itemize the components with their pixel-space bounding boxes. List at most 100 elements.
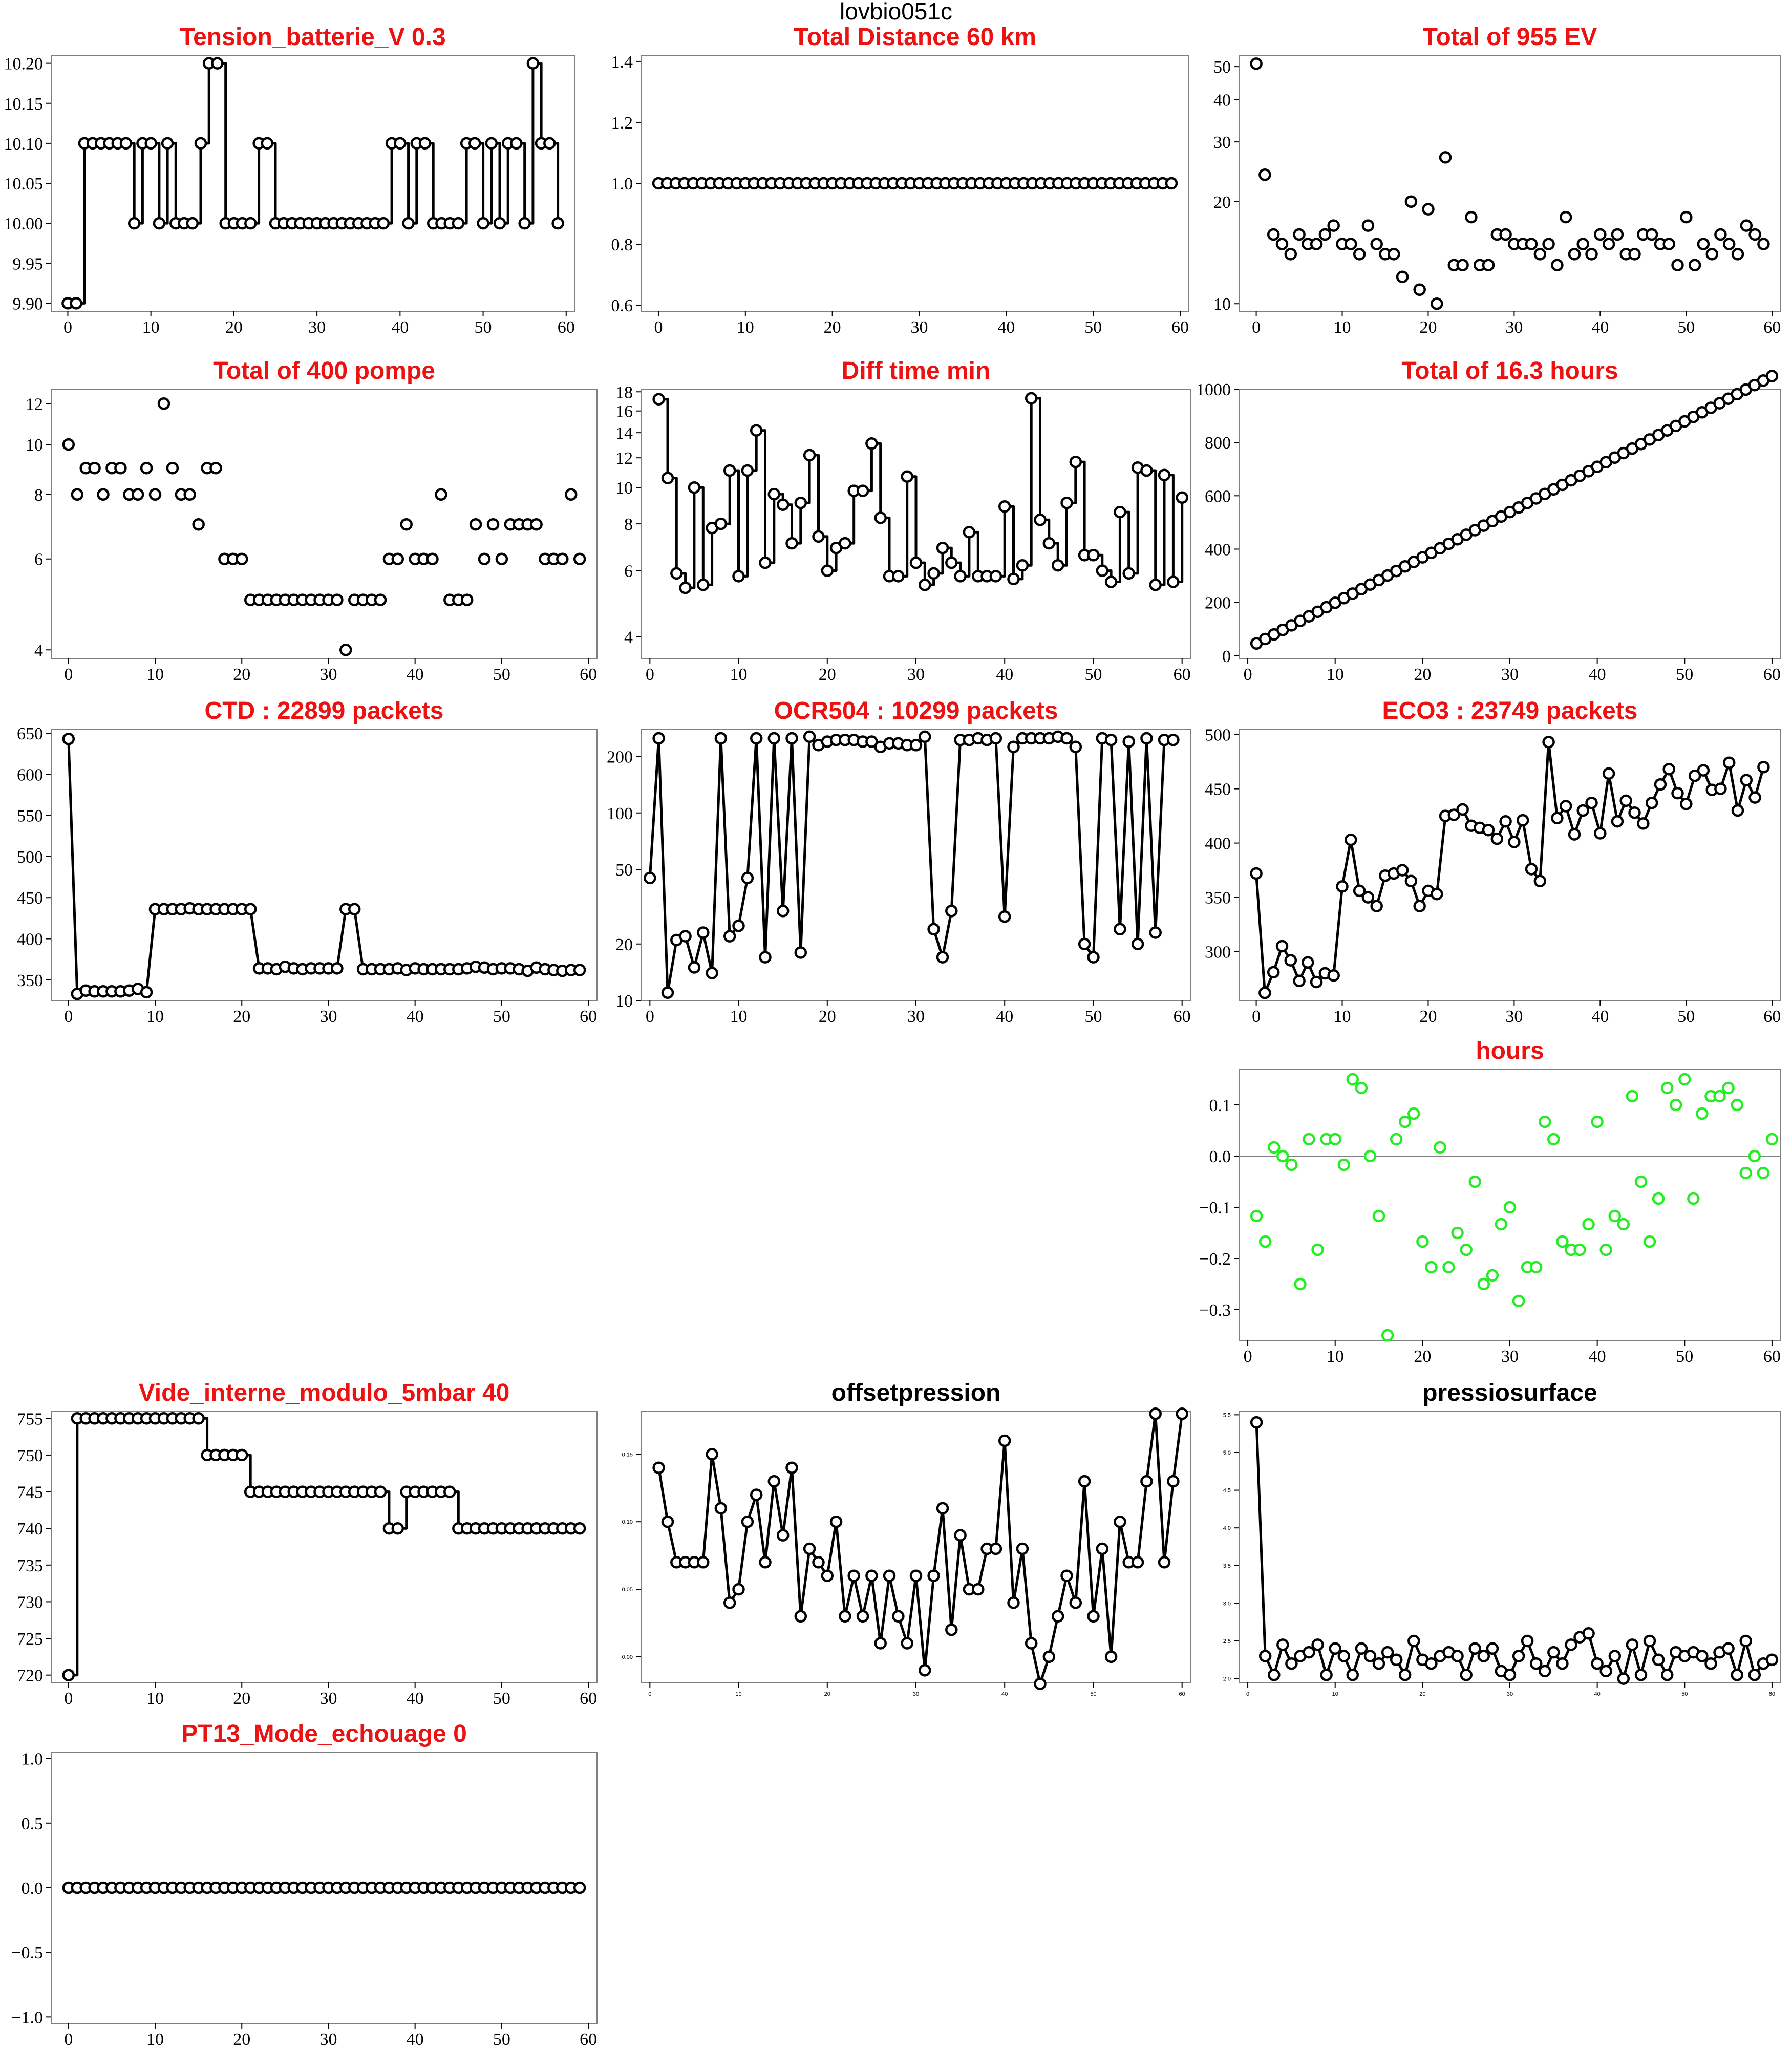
y-tick-label: −0.5: [11, 1944, 43, 1962]
x-tick-label: 60: [558, 318, 575, 337]
data-point: [697, 1556, 710, 1569]
x-tick-label: 10: [146, 1007, 164, 1026]
x-tick-label: 30: [1501, 1347, 1519, 1366]
data-point: [1599, 1665, 1612, 1678]
y-tick-label: 50: [615, 861, 633, 880]
data-point: [1442, 1261, 1455, 1274]
y-tick-label: 3.0: [1223, 1601, 1231, 1607]
data-point: [1680, 210, 1693, 224]
data-point: [1104, 1650, 1118, 1663]
data-point: [1645, 228, 1658, 241]
y-tick-label: 10: [615, 992, 633, 1011]
data-point: [1512, 1650, 1525, 1662]
data-point: [1576, 238, 1589, 250]
data-point: [573, 964, 586, 976]
data-point: [794, 946, 807, 959]
data-point: [1486, 1642, 1499, 1655]
data-point: [1602, 238, 1615, 250]
data-point: [776, 1529, 790, 1542]
data-point: [989, 732, 1002, 745]
chart-tension: Tension_batterie_V 0.3 0 10 20 30 40 50 60 9.90 9…: [4, 24, 575, 337]
data-point: [767, 1475, 781, 1488]
data-point: [839, 1610, 851, 1623]
data-point: [1529, 1657, 1543, 1670]
data-point: [821, 1569, 834, 1582]
data-point: [1434, 1141, 1446, 1154]
data-point: [1104, 575, 1118, 588]
data-point: [750, 732, 763, 745]
data-point: [157, 397, 170, 410]
data-point: [1284, 248, 1297, 261]
data-point: [1370, 238, 1383, 250]
data-point: [1398, 1115, 1412, 1128]
x-tick-label: 30: [913, 1691, 919, 1697]
y-tick-label: 600: [1205, 487, 1231, 506]
y-tick-label: 10: [26, 436, 43, 455]
x-tick-label: 50: [1084, 1007, 1102, 1026]
data-point: [989, 570, 1002, 583]
data-point: [1617, 1672, 1630, 1685]
data-point: [1748, 1149, 1761, 1163]
x-tick-label: 40: [1589, 665, 1606, 684]
data-point: [945, 1623, 958, 1636]
data-point: [1722, 238, 1736, 250]
data-point: [1034, 1677, 1047, 1690]
data-point: [1311, 1243, 1324, 1256]
data-point: [1602, 767, 1615, 780]
x-tick-label: 30: [1507, 1691, 1513, 1697]
data-point: [460, 593, 474, 606]
x-tick-label: 20: [233, 1689, 250, 1708]
data-point: [70, 297, 82, 310]
y-tick-label: 720: [17, 1667, 43, 1686]
x-tick-label: 0: [1252, 318, 1261, 337]
data-point: [1404, 874, 1418, 888]
data-point: [1140, 464, 1153, 477]
data-point: [1533, 874, 1547, 888]
data-point: [1268, 1669, 1281, 1681]
x-tick-label: 20: [1419, 1691, 1425, 1697]
data-point: [892, 1610, 905, 1623]
data-point: [1529, 1261, 1543, 1274]
x-tick-label: 30: [319, 1689, 337, 1708]
x-tick-label: 60: [1763, 665, 1781, 684]
x-tick-label: 20: [819, 665, 836, 684]
data-point: [1007, 572, 1020, 586]
data-point: [526, 57, 540, 70]
data-point: [1582, 1627, 1595, 1640]
data-point: [452, 217, 465, 230]
data-point: [865, 1569, 878, 1582]
y-tick-label: 4.5: [1223, 1488, 1231, 1494]
data-point: [1594, 228, 1607, 241]
y-tick-label: 2.0: [1223, 1676, 1231, 1682]
data-point: [1267, 228, 1280, 241]
x-tick-label: 0: [646, 1007, 654, 1026]
data-point: [1336, 880, 1349, 893]
data-point: [1149, 579, 1162, 591]
data-point: [1705, 248, 1718, 261]
data-point: [1568, 248, 1581, 261]
data-point: [1293, 228, 1306, 241]
data-point: [661, 986, 674, 999]
data-point: [377, 217, 390, 230]
data-point: [1508, 836, 1521, 848]
plot-frame: [1239, 389, 1781, 659]
data-point: [518, 217, 531, 230]
data-point: [1757, 238, 1770, 250]
data-point: [244, 217, 257, 230]
data-point: [374, 1485, 387, 1498]
data-point: [1447, 808, 1461, 821]
data-point: [1559, 800, 1572, 813]
data-point: [1697, 764, 1710, 777]
data-point: [1525, 238, 1538, 250]
data-point: [1167, 575, 1180, 588]
data-point: [62, 438, 75, 451]
y-tick-label: 2.5: [1223, 1638, 1231, 1645]
panel-title: hours: [1476, 1037, 1544, 1064]
data-point: [919, 1664, 931, 1677]
chart-hours_resid: hours 0 10 20 30 40 50 60 −0.3 −0.2 −0.1 0.0 0.1: [1199, 1037, 1781, 1366]
y-tick-label: 200: [1205, 594, 1231, 613]
data-point: [1413, 283, 1426, 296]
data-point: [759, 556, 772, 569]
data-point: [1628, 806, 1641, 819]
y-tick-label: 10.10: [4, 135, 44, 154]
